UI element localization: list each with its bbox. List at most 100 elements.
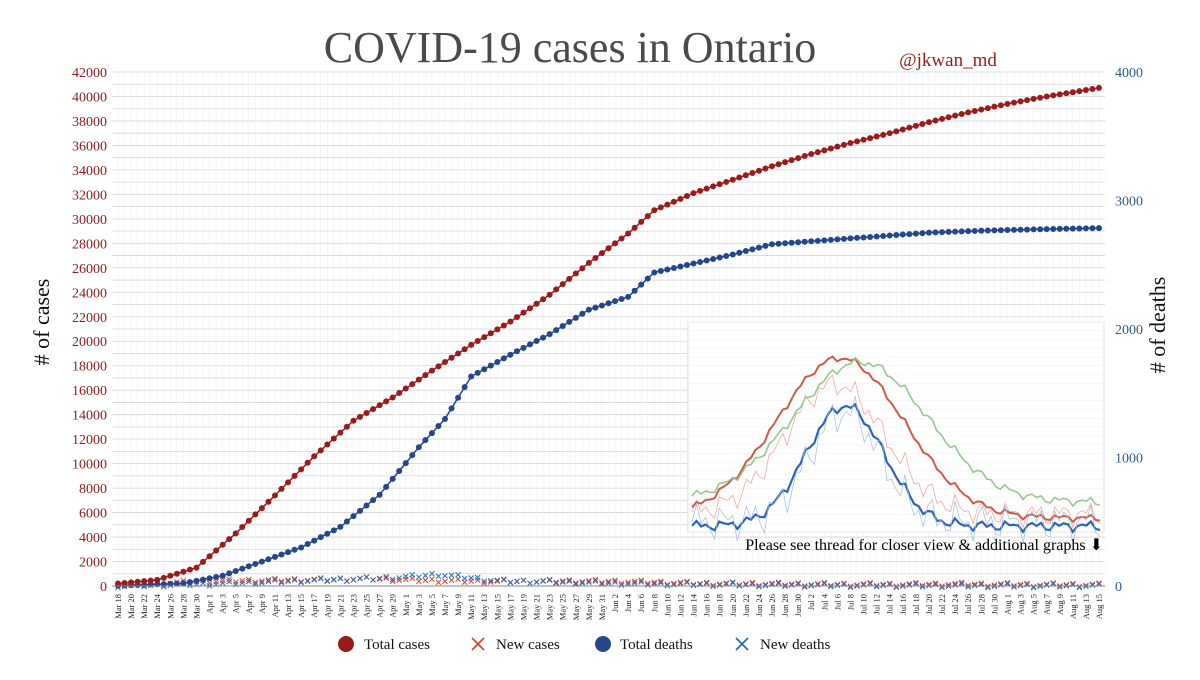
data-point-total-cases [154, 576, 161, 583]
data-point-new-deaths [1089, 582, 1096, 588]
data-point-total-cases [906, 124, 913, 131]
data-point-total-deaths [1037, 226, 1044, 233]
x-tick-label: Jul 24 [950, 593, 960, 614]
x-tick-label: Mar 20 [126, 594, 136, 619]
axes: 0200040006000800010000120001400016000180… [72, 66, 1143, 620]
data-point-total-cases [330, 435, 337, 442]
data-point-new-deaths [867, 580, 873, 587]
data-point-new-cases [631, 578, 638, 585]
data-point-total-cases [252, 511, 259, 518]
x-tick-label: Apr 21 [335, 594, 345, 618]
data-point-total-cases [317, 447, 324, 454]
x-tick-label: May 3 [414, 594, 424, 616]
data-point-new-cases [494, 578, 501, 584]
series-layer [115, 84, 1102, 591]
data-point-new-deaths [239, 580, 246, 586]
data-point-total-cases [167, 572, 174, 579]
data-point-new-cases [775, 579, 782, 586]
data-point-total-deaths [553, 327, 560, 334]
data-point-new-cases [978, 580, 985, 586]
data-point-total-cases [912, 122, 919, 129]
x-tick-label: Aug 11 [1068, 594, 1078, 619]
data-point-total-deaths [265, 556, 272, 563]
data-point-total-deaths [945, 228, 952, 235]
data-point-total-cases [651, 207, 658, 214]
data-point-new-deaths [330, 577, 337, 583]
data-point-total-cases [612, 240, 619, 247]
data-point-new-cases [285, 577, 291, 584]
data-point-new-deaths [324, 578, 331, 585]
data-point-total-deaths [468, 373, 475, 380]
data-point-total-deaths [749, 246, 756, 253]
data-point-total-deaths [1069, 225, 1076, 232]
data-point-new-cases [435, 579, 442, 586]
data-point-new-cases [232, 579, 239, 585]
data-point-new-deaths [998, 582, 1004, 588]
data-point-total-deaths [487, 362, 494, 369]
legend-label-new-deaths: New deaths [760, 637, 831, 653]
data-point-total-cases [350, 417, 357, 424]
data-point-total-cases [245, 517, 252, 524]
y-tick-label-right: 0 [1115, 580, 1122, 595]
data-point-total-cases [1030, 95, 1037, 102]
data-point-total-deaths [631, 287, 638, 294]
data-point-total-deaths [697, 258, 704, 265]
data-point-new-cases [213, 579, 219, 585]
data-point-total-cases [1063, 90, 1070, 97]
data-point-total-deaths [984, 227, 991, 234]
data-point-new-deaths [494, 577, 501, 584]
data-point-total-cases [442, 359, 448, 366]
data-point-total-deaths [507, 351, 514, 358]
data-point-total-cases [644, 213, 651, 220]
data-point-new-deaths [919, 583, 926, 590]
data-point-total-cases [919, 121, 926, 128]
y-tick-label-left: 40000 [72, 90, 107, 105]
data-point-total-deaths [808, 238, 815, 245]
data-point-new-cases [1024, 580, 1030, 587]
data-point-new-deaths [422, 572, 429, 579]
data-point-total-deaths [1024, 226, 1031, 233]
data-point-new-cases [1004, 579, 1011, 586]
data-point-total-cases [409, 381, 416, 388]
data-point-total-deaths [350, 513, 357, 520]
data-point-total-deaths [402, 460, 409, 467]
data-point-total-cases [873, 133, 880, 140]
data-point-total-deaths [226, 570, 233, 577]
data-point-new-deaths [533, 579, 540, 586]
x-tick-label: Apr 25 [362, 594, 372, 618]
data-point-total-cases [265, 498, 272, 505]
data-point-new-cases [644, 580, 651, 587]
data-point-total-deaths [1004, 227, 1011, 234]
data-point-total-deaths [1076, 225, 1083, 232]
data-point-total-deaths [670, 264, 677, 271]
data-point-total-cases [383, 398, 390, 405]
data-point-total-cases [376, 402, 383, 409]
data-point-total-cases [769, 163, 775, 170]
data-point-new-cases [559, 578, 566, 584]
data-point-total-cases [585, 259, 592, 266]
x-tick-label: Apr 3 [218, 594, 228, 614]
data-point-total-deaths [409, 452, 416, 459]
x-tick-label: Aug 13 [1081, 594, 1091, 619]
data-point-new-deaths [677, 580, 684, 587]
x-tick-label: May 17 [505, 594, 515, 620]
data-point-new-deaths [298, 579, 304, 586]
x-tick-label: Jun 28 [780, 594, 790, 616]
data-point-new-cases [651, 579, 658, 586]
data-point-total-deaths [664, 266, 671, 273]
data-point-total-cases [193, 564, 200, 571]
data-point-new-cases [769, 580, 775, 587]
data-point-total-deaths [840, 235, 847, 242]
data-point-total-deaths [925, 229, 932, 236]
x-tick-label: Jun 12 [675, 594, 685, 616]
data-point-total-deaths [520, 344, 527, 351]
data-point-new-cases [958, 579, 965, 586]
data-point-total-deaths [1082, 225, 1089, 232]
x-tick-label: Mar 18 [113, 594, 123, 619]
data-point-new-deaths [272, 577, 278, 583]
data-point-total-cases [755, 167, 762, 174]
data-point-new-deaths [1043, 582, 1050, 588]
legend-label-total-deaths: Total deaths [620, 637, 693, 653]
data-point-total-deaths [755, 244, 762, 251]
data-point-total-cases [343, 423, 350, 430]
